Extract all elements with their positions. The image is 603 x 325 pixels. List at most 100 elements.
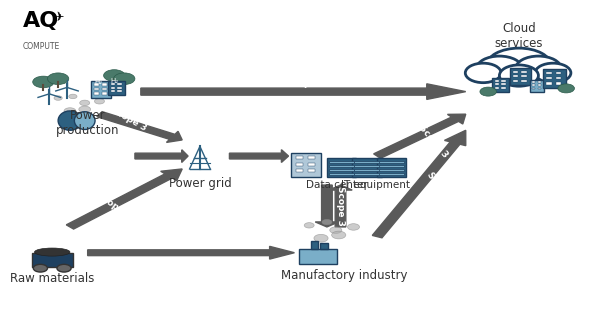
- FancyBboxPatch shape: [495, 84, 499, 85]
- FancyBboxPatch shape: [93, 88, 99, 90]
- Circle shape: [487, 48, 551, 84]
- Circle shape: [476, 56, 522, 81]
- FancyBboxPatch shape: [502, 80, 505, 82]
- FancyBboxPatch shape: [327, 158, 356, 177]
- FancyBboxPatch shape: [510, 68, 531, 85]
- FancyBboxPatch shape: [543, 69, 566, 88]
- FancyBboxPatch shape: [532, 87, 535, 89]
- FancyBboxPatch shape: [329, 169, 354, 171]
- FancyBboxPatch shape: [522, 75, 526, 77]
- FancyBboxPatch shape: [111, 90, 115, 92]
- FancyBboxPatch shape: [118, 87, 122, 88]
- Polygon shape: [135, 150, 188, 162]
- Polygon shape: [97, 112, 182, 142]
- Circle shape: [314, 234, 328, 242]
- Text: Power
production: Power production: [56, 109, 119, 137]
- FancyBboxPatch shape: [102, 88, 107, 90]
- FancyBboxPatch shape: [546, 72, 552, 74]
- Ellipse shape: [34, 248, 70, 256]
- FancyBboxPatch shape: [109, 81, 125, 95]
- FancyBboxPatch shape: [502, 87, 505, 89]
- FancyBboxPatch shape: [102, 84, 107, 86]
- FancyBboxPatch shape: [522, 71, 526, 73]
- FancyBboxPatch shape: [296, 169, 303, 172]
- Polygon shape: [372, 130, 466, 238]
- Circle shape: [33, 76, 54, 88]
- Text: Scope 1: Scope 1: [142, 144, 182, 152]
- Circle shape: [104, 70, 125, 81]
- Circle shape: [48, 73, 69, 84]
- FancyBboxPatch shape: [377, 158, 406, 177]
- FancyBboxPatch shape: [102, 92, 107, 95]
- FancyBboxPatch shape: [118, 90, 122, 92]
- FancyBboxPatch shape: [532, 81, 535, 83]
- Circle shape: [558, 84, 575, 93]
- FancyBboxPatch shape: [355, 173, 380, 176]
- FancyBboxPatch shape: [532, 84, 535, 86]
- FancyBboxPatch shape: [329, 173, 354, 176]
- FancyBboxPatch shape: [320, 243, 327, 249]
- Text: Manufactory industry: Manufactory industry: [282, 269, 408, 282]
- Circle shape: [499, 65, 538, 86]
- FancyBboxPatch shape: [296, 156, 303, 159]
- Text: Scope 3: Scope 3: [336, 186, 345, 226]
- FancyBboxPatch shape: [492, 78, 509, 92]
- Text: IT equipment: IT equipment: [341, 180, 409, 190]
- FancyBboxPatch shape: [555, 77, 561, 79]
- FancyBboxPatch shape: [93, 84, 99, 86]
- FancyBboxPatch shape: [308, 162, 315, 166]
- FancyBboxPatch shape: [379, 161, 405, 163]
- FancyBboxPatch shape: [308, 156, 315, 159]
- Ellipse shape: [58, 111, 82, 130]
- Circle shape: [33, 264, 48, 272]
- Text: Power grid: Power grid: [168, 177, 232, 190]
- FancyBboxPatch shape: [495, 87, 499, 89]
- FancyBboxPatch shape: [538, 87, 541, 89]
- FancyBboxPatch shape: [355, 165, 380, 167]
- FancyBboxPatch shape: [355, 169, 380, 171]
- FancyBboxPatch shape: [502, 84, 505, 85]
- FancyBboxPatch shape: [546, 82, 552, 85]
- Text: Raw materials: Raw materials: [10, 272, 95, 285]
- FancyBboxPatch shape: [538, 84, 541, 86]
- Circle shape: [64, 108, 76, 114]
- FancyBboxPatch shape: [93, 92, 99, 95]
- FancyBboxPatch shape: [513, 71, 519, 73]
- FancyBboxPatch shape: [352, 158, 382, 177]
- FancyBboxPatch shape: [522, 80, 526, 82]
- Circle shape: [69, 94, 77, 99]
- Circle shape: [80, 100, 90, 106]
- FancyBboxPatch shape: [308, 169, 315, 172]
- Polygon shape: [229, 150, 288, 162]
- Circle shape: [330, 227, 342, 233]
- Polygon shape: [315, 185, 339, 227]
- FancyBboxPatch shape: [118, 83, 122, 85]
- Text: Scope 1: Scope 1: [95, 191, 133, 221]
- Text: H₂: H₂: [94, 79, 103, 84]
- FancyBboxPatch shape: [355, 161, 380, 163]
- Polygon shape: [141, 84, 466, 99]
- Text: H₂: H₂: [110, 78, 118, 84]
- Polygon shape: [87, 246, 294, 259]
- Circle shape: [57, 264, 71, 272]
- FancyBboxPatch shape: [513, 75, 519, 77]
- FancyBboxPatch shape: [296, 162, 303, 166]
- Text: COMPUTE: COMPUTE: [23, 42, 60, 51]
- FancyBboxPatch shape: [546, 77, 552, 79]
- Circle shape: [480, 87, 496, 96]
- Text: AQ: AQ: [23, 11, 59, 31]
- FancyBboxPatch shape: [379, 169, 405, 171]
- Text: Scope 2: Scope 2: [239, 144, 279, 152]
- Circle shape: [516, 56, 561, 81]
- Ellipse shape: [74, 112, 95, 129]
- Polygon shape: [329, 185, 352, 227]
- Text: ✈: ✈: [54, 11, 64, 24]
- FancyBboxPatch shape: [555, 72, 561, 74]
- FancyBboxPatch shape: [513, 80, 519, 82]
- FancyBboxPatch shape: [291, 153, 321, 177]
- FancyBboxPatch shape: [111, 87, 115, 88]
- Polygon shape: [66, 169, 182, 229]
- Polygon shape: [374, 114, 466, 158]
- Text: Scope 1: Scope 1: [171, 240, 211, 249]
- Text: Scope 2: Scope 2: [286, 79, 326, 88]
